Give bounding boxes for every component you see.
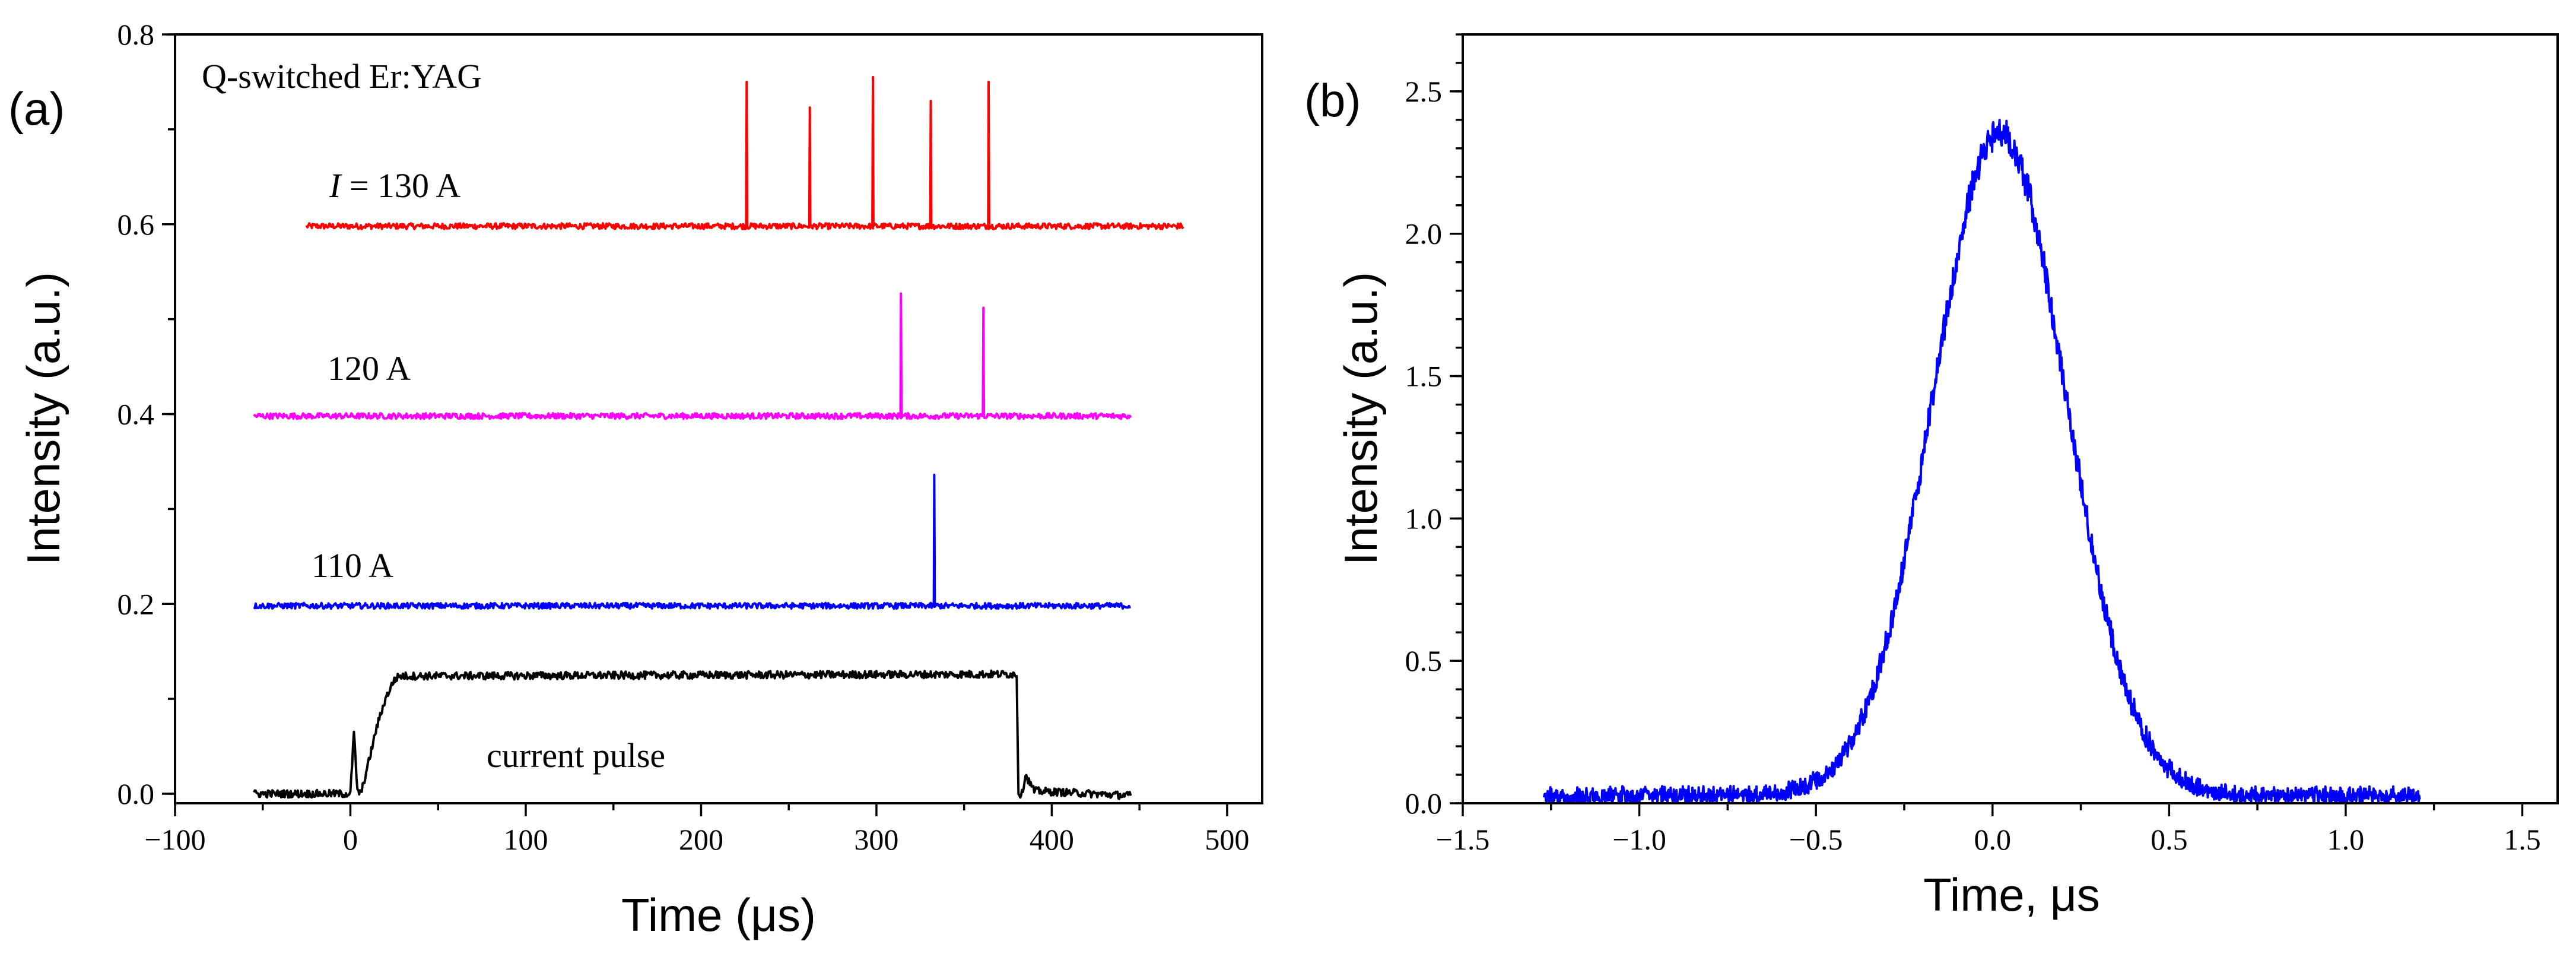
a-series-110-a: [253, 473, 1131, 610]
b-y-tick-label: 2.0: [1405, 217, 1443, 251]
a-annotation-q-switched: Q-switched Er:YAG: [202, 57, 482, 96]
b-x-tick-label: 0.0: [1974, 823, 2011, 856]
b-series-group: [1542, 118, 2421, 804]
a-x-axis-title: Time (μs): [621, 889, 816, 941]
b-y-tick-label: 1.0: [1405, 502, 1443, 535]
b-x-tick-label: −1.5: [1436, 823, 1490, 856]
a-ticks-group: [162, 33, 1228, 816]
panel-label-a: (a): [8, 83, 65, 135]
a-y-axis-title: Intensity (a.u.): [17, 272, 69, 565]
b-y-tick-label: 1.5: [1405, 360, 1443, 393]
a-annotation-110a: 110 A: [312, 546, 393, 585]
panel-label-b: (b): [1304, 74, 1361, 126]
a-series-i-130-a: [305, 75, 1184, 230]
b-x-tick-label: 0.5: [2151, 823, 2188, 856]
a-annotation-130a-value: = 130 A: [341, 166, 460, 205]
b-x-tick-labels: −1.5 −1.0 −0.5 0.0 0.5 1.0 1.5: [1436, 823, 2541, 856]
b-y-tick-label: 0.0: [1405, 787, 1443, 820]
a-x-tick-label: −100: [144, 823, 205, 856]
a-y-tick-label: 0.8: [117, 18, 155, 51]
a-y-tick-label: 0.4: [117, 398, 155, 431]
a-annotation-130a-symbol: I: [329, 166, 342, 205]
b-y-tick-labels: 0.0 0.5 1.0 1.5 2.0 2.5: [1405, 75, 1443, 820]
a-x-tick-label: 400: [1030, 823, 1074, 856]
a-x-tick-label: 0: [343, 823, 358, 856]
a-y-tick-labels: 0.0 0.2 0.4 0.6 0.8: [117, 18, 155, 810]
a-x-tick-labels: −100 0 100 200 300 400 500: [144, 823, 1249, 856]
a-annotation-current-pulse: current pulse: [487, 736, 665, 775]
b-x-tick-label: 1.0: [2327, 823, 2365, 856]
a-series-120-a: [253, 292, 1132, 420]
a-annotation-130a: I = 130 A: [329, 166, 460, 205]
a-x-tick-label: 500: [1205, 823, 1249, 856]
a-x-tick-label: 300: [854, 823, 898, 856]
a-annotation-120a: 120 A: [328, 349, 411, 388]
b-x-tick-label: 1.5: [2504, 823, 2541, 856]
a-y-tick-label: 0.2: [117, 587, 155, 620]
a-x-tick-label: 200: [679, 823, 723, 856]
a-series-group: [253, 75, 1184, 800]
b-series-pulse: [1542, 118, 2421, 804]
a-plot-frame: [174, 33, 1263, 804]
b-x-tick-label: −1.0: [1612, 823, 1666, 856]
b-x-tick-label: −0.5: [1789, 823, 1843, 856]
b-x-axis-title: Time, μs: [1923, 869, 2100, 921]
b-y-tick-label: 2.5: [1405, 75, 1443, 108]
a-y-tick-label: 0.0: [117, 777, 155, 810]
chart-panel-a: (a) −100 0 100 200 300 400 500 0.0 0.2 0.4 0.6 0.8…: [8, 18, 1263, 941]
a-series-current-pulse: [253, 669, 1132, 800]
b-plot-frame: [1462, 33, 2559, 804]
b-y-axis-title: Intensity (a.u.): [1335, 272, 1387, 565]
a-y-tick-label: 0.6: [117, 208, 155, 241]
b-ticks-group: [1450, 33, 2524, 816]
b-y-tick-label: 0.5: [1405, 644, 1443, 677]
chart-panel-b: (b) −1.5 −1.0 −0.5 0.0 0.5 1.0 1.5 0.0 0.5 1.0 1.…: [1304, 33, 2559, 921]
a-x-tick-label: 100: [503, 823, 548, 856]
